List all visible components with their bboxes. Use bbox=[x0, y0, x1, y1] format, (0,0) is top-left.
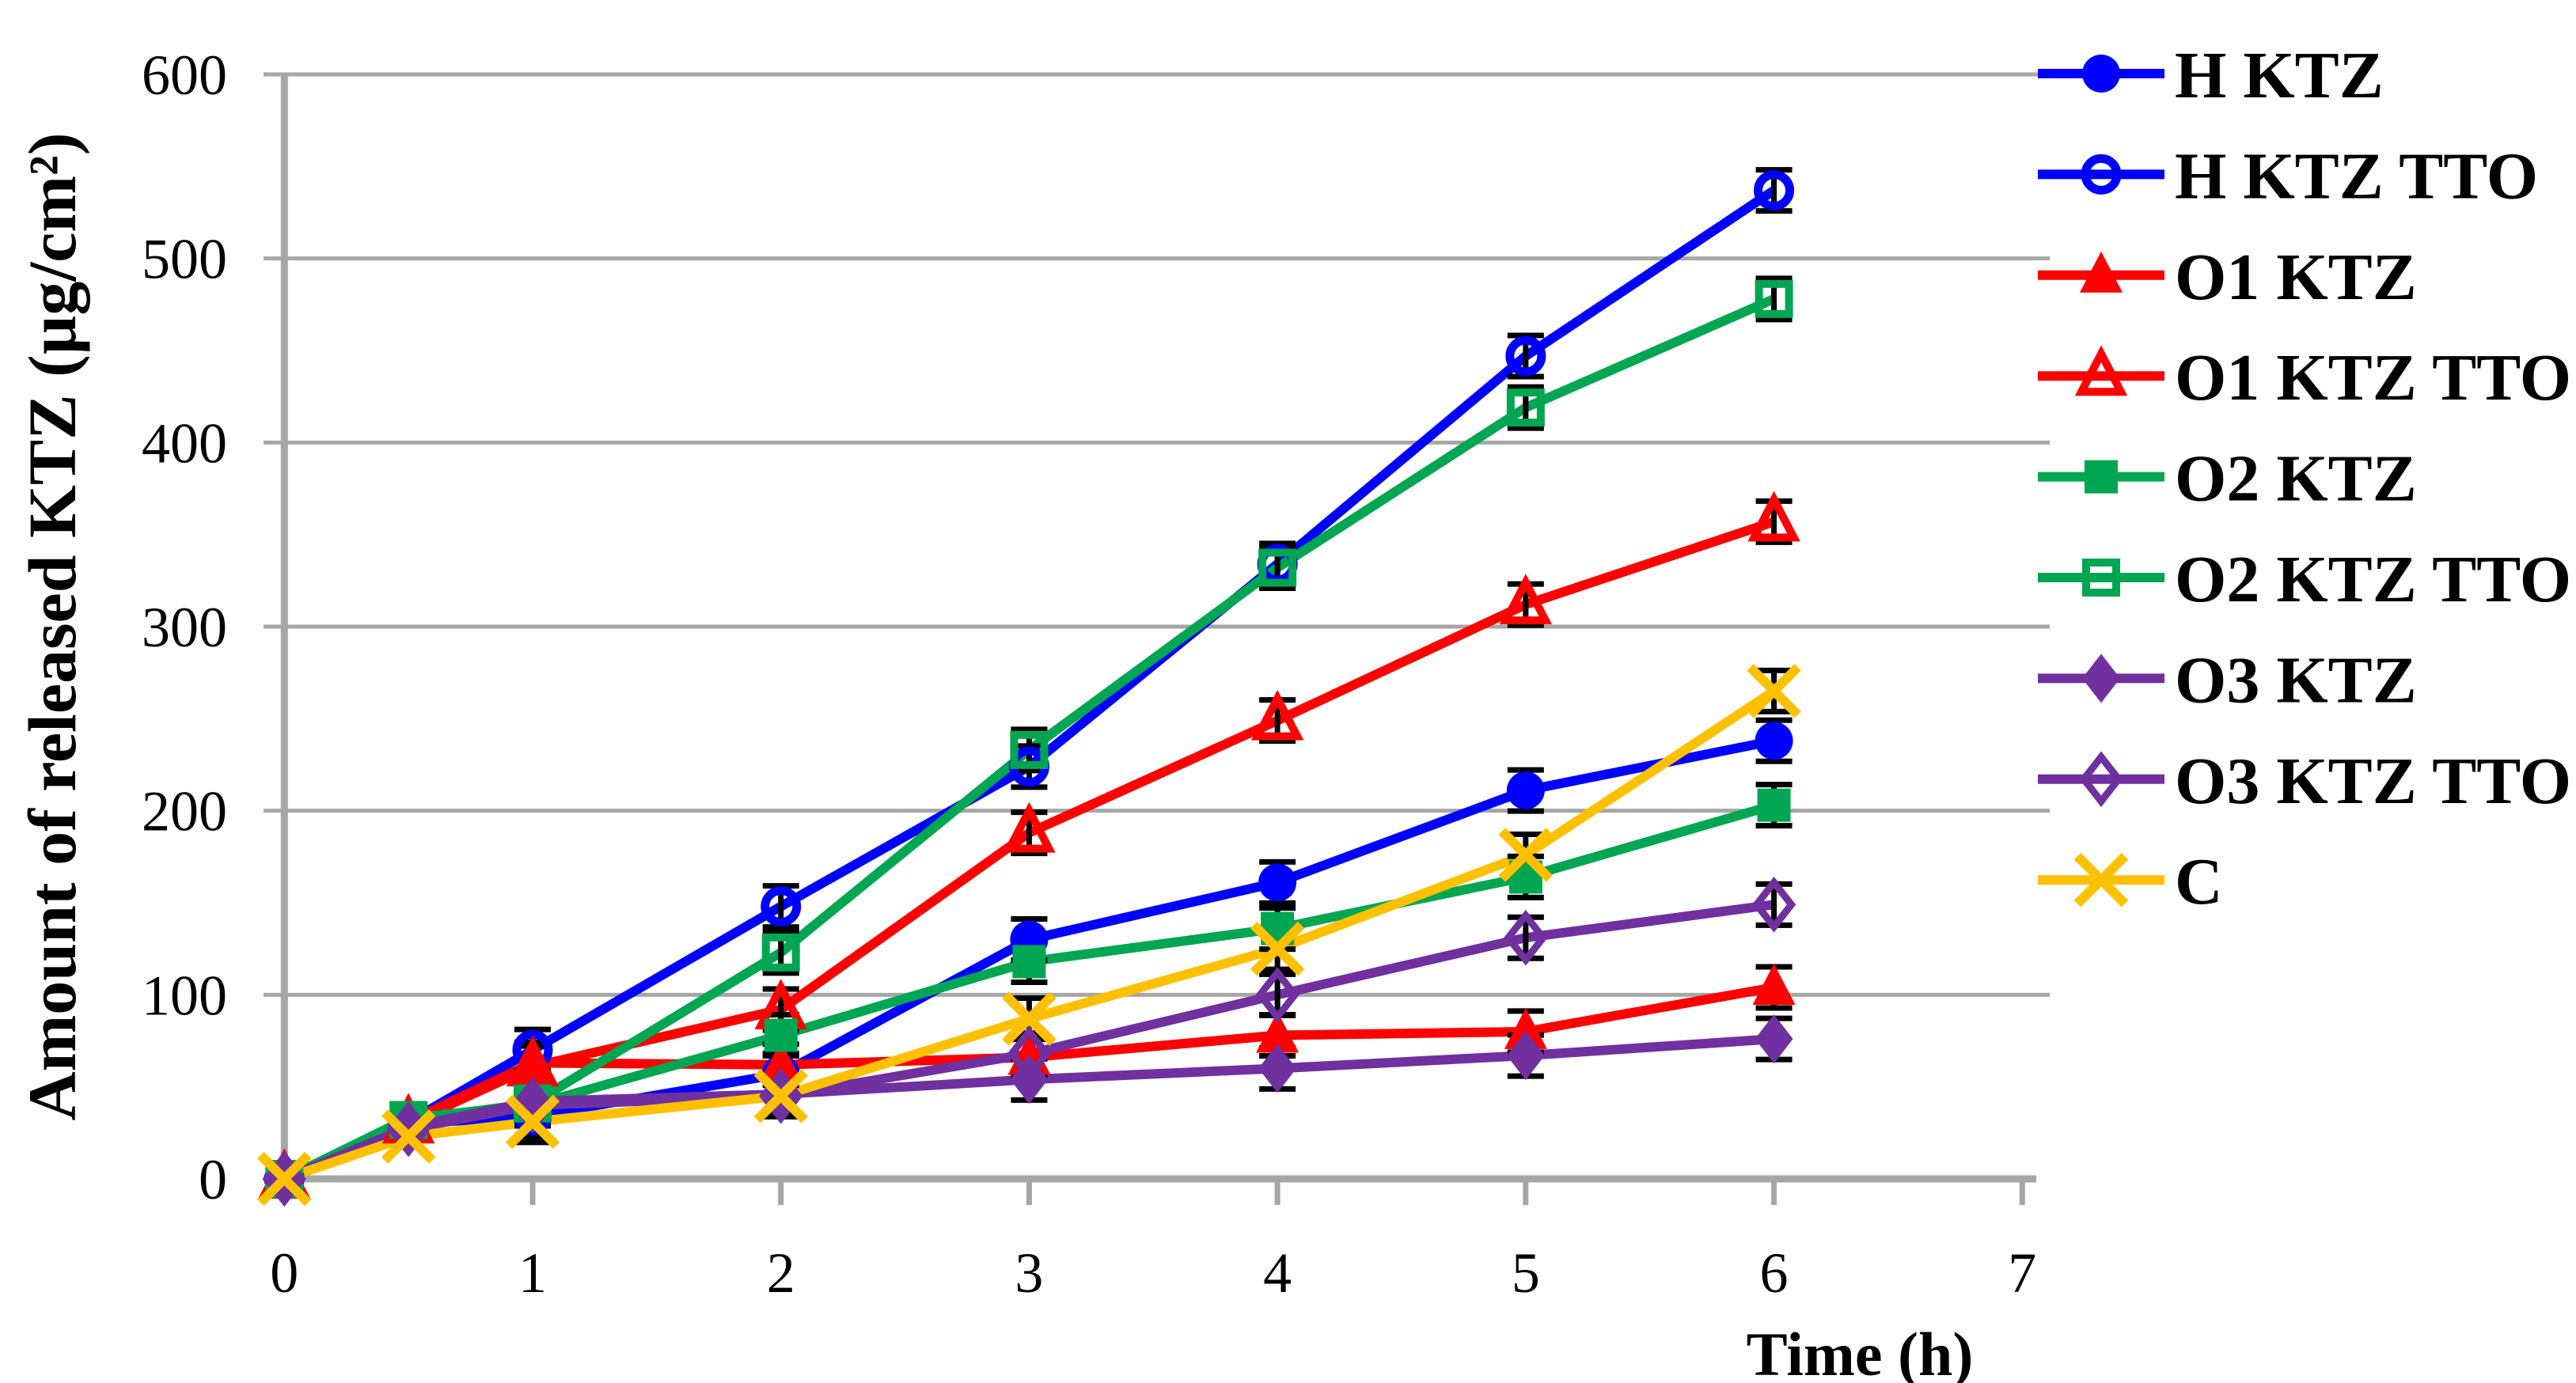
marker-square-open bbox=[1506, 388, 1545, 427]
x-tick-label-5: 5 bbox=[1512, 1241, 1540, 1305]
marker-diamond-open bbox=[1504, 909, 1548, 966]
legend-label: O2 KTZ bbox=[2175, 442, 2417, 516]
x-axis-title: Time (h) bbox=[1747, 1320, 1974, 1383]
marker-circle-filled bbox=[1258, 863, 1297, 902]
legend-label: O2 KTZ TTO bbox=[2175, 543, 2571, 616]
marker-square-open bbox=[1755, 279, 1793, 318]
x-tick-label-1: 1 bbox=[518, 1241, 547, 1305]
marker-diamond-filled bbox=[2082, 654, 2120, 703]
legend-label: O3 KTZ TTO bbox=[2175, 745, 2571, 818]
legend-label: O1 KTZ bbox=[2175, 241, 2417, 314]
legend-item-o2-ktz-tto: O2 KTZ TTO bbox=[2038, 543, 2571, 616]
marker-circle-filled bbox=[1755, 722, 1793, 760]
marker-x bbox=[1002, 991, 1057, 1046]
legend-item-o3-ktz-tto: O3 KTZ TTO bbox=[2038, 745, 2571, 818]
marker-triangle-filled bbox=[1752, 964, 1796, 1006]
marker-x bbox=[2073, 852, 2129, 907]
marker-triangle-filled bbox=[1504, 1007, 1547, 1049]
marker-x bbox=[505, 1094, 560, 1150]
marker-diamond-open bbox=[1751, 877, 1796, 933]
legend-item-h-ktz: H KTZ bbox=[2038, 39, 2384, 112]
marker-x bbox=[1747, 664, 1801, 718]
marker-circle-open bbox=[2081, 153, 2122, 195]
x-tick-label-4: 4 bbox=[1263, 1241, 1292, 1305]
marker-x bbox=[1250, 921, 1305, 976]
marker-square-filled bbox=[2085, 460, 2118, 494]
legend-item-o2-ktz: O2 KTZ bbox=[2038, 442, 2417, 516]
y-axis-title: Amount of released KTZ (µg/cm²) bbox=[14, 133, 90, 1121]
y-tick-labels: 0 100 200 300 400 500 600 bbox=[142, 44, 227, 1211]
y-tick-label-0: 0 bbox=[199, 1148, 227, 1211]
marker-diamond-open bbox=[1255, 967, 1299, 1023]
marker-square-filled bbox=[1012, 945, 1046, 979]
legend-label: O1 KTZ TTO bbox=[2175, 341, 2571, 415]
marker-square-filled bbox=[1757, 788, 1791, 822]
x-tick-label-2: 2 bbox=[767, 1241, 795, 1305]
y-tick-label-200: 200 bbox=[142, 780, 227, 843]
marker-circle-open bbox=[1754, 170, 1795, 211]
y-tick-label-100: 100 bbox=[142, 964, 227, 1027]
legend-item-c: C bbox=[2038, 845, 2223, 919]
marker-triangle-open bbox=[1499, 574, 1553, 625]
marker-diamond-open bbox=[2079, 751, 2123, 808]
marker-circle-filled bbox=[1506, 771, 1545, 810]
marker-circle-open bbox=[761, 886, 802, 927]
marker-square-open bbox=[1258, 548, 1297, 587]
marker-circle-open bbox=[1505, 335, 1546, 377]
series-line-o3-ktz-tto bbox=[283, 900, 1775, 1184]
legend-item-h-ktz-tto: H KTZ TTO bbox=[2038, 139, 2538, 213]
marker-square-open bbox=[761, 933, 800, 972]
gridlines bbox=[264, 72, 2050, 997]
marker-triangle-filled bbox=[2080, 251, 2123, 293]
marker-triangle-open bbox=[1003, 801, 1056, 853]
marker-x bbox=[257, 1151, 312, 1207]
legend-label: C bbox=[2175, 845, 2223, 919]
marker-diamond-filled bbox=[1258, 1044, 1297, 1093]
marker-triangle-filled bbox=[1256, 1011, 1299, 1053]
marker-triangle-open bbox=[1747, 491, 1800, 542]
marker-diamond-open bbox=[1007, 1025, 1052, 1082]
legend-item-o3-ktz: O3 KTZ bbox=[2038, 643, 2417, 717]
y-tick-label-500: 500 bbox=[142, 228, 227, 291]
marker-square-open bbox=[1010, 730, 1049, 769]
y-tick-label-600: 600 bbox=[142, 44, 227, 107]
marker-triangle-filled bbox=[759, 1040, 802, 1082]
marker-triangle-open bbox=[1250, 689, 1304, 741]
marker-diamond-filled bbox=[1755, 1014, 1793, 1064]
marker-square-open bbox=[2082, 559, 2120, 597]
legend-label: O3 KTZ bbox=[2175, 643, 2417, 717]
legend-item-o1-ktz-tto: O1 KTZ TTO bbox=[2038, 341, 2571, 415]
marker-square-filled bbox=[764, 1018, 798, 1052]
marker-diamond-filled bbox=[1506, 1031, 1545, 1081]
marker-circle-filled bbox=[2082, 55, 2120, 93]
axes bbox=[264, 74, 2036, 1205]
legend-label: H KTZ bbox=[2175, 39, 2384, 112]
legend-item-o1-ktz: O1 KTZ bbox=[2038, 241, 2417, 314]
x-tick-label-6: 6 bbox=[1760, 1241, 1789, 1305]
legend-label: H KTZ TTO bbox=[2175, 139, 2538, 213]
marker-x bbox=[753, 1069, 808, 1123]
x-tick-labels: 0 1 2 3 4 5 6 7 bbox=[270, 1241, 2036, 1305]
legend: H KTZ H KTZ TTO O1 KTZ O1 KTZ TTO O2 KTZ O2 K… bbox=[2038, 39, 2571, 919]
y-tick-label-400: 400 bbox=[142, 411, 227, 475]
y-tick-label-300: 300 bbox=[142, 596, 227, 659]
x-tick-label-7: 7 bbox=[2008, 1241, 2036, 1305]
x-tick-label-0: 0 bbox=[270, 1241, 298, 1305]
x-tick-label-3: 3 bbox=[1015, 1241, 1043, 1305]
series-markers-c bbox=[257, 664, 1801, 1207]
marker-triangle-open bbox=[2074, 345, 2128, 396]
marker-x bbox=[381, 1109, 436, 1164]
marker-x bbox=[1498, 828, 1554, 882]
